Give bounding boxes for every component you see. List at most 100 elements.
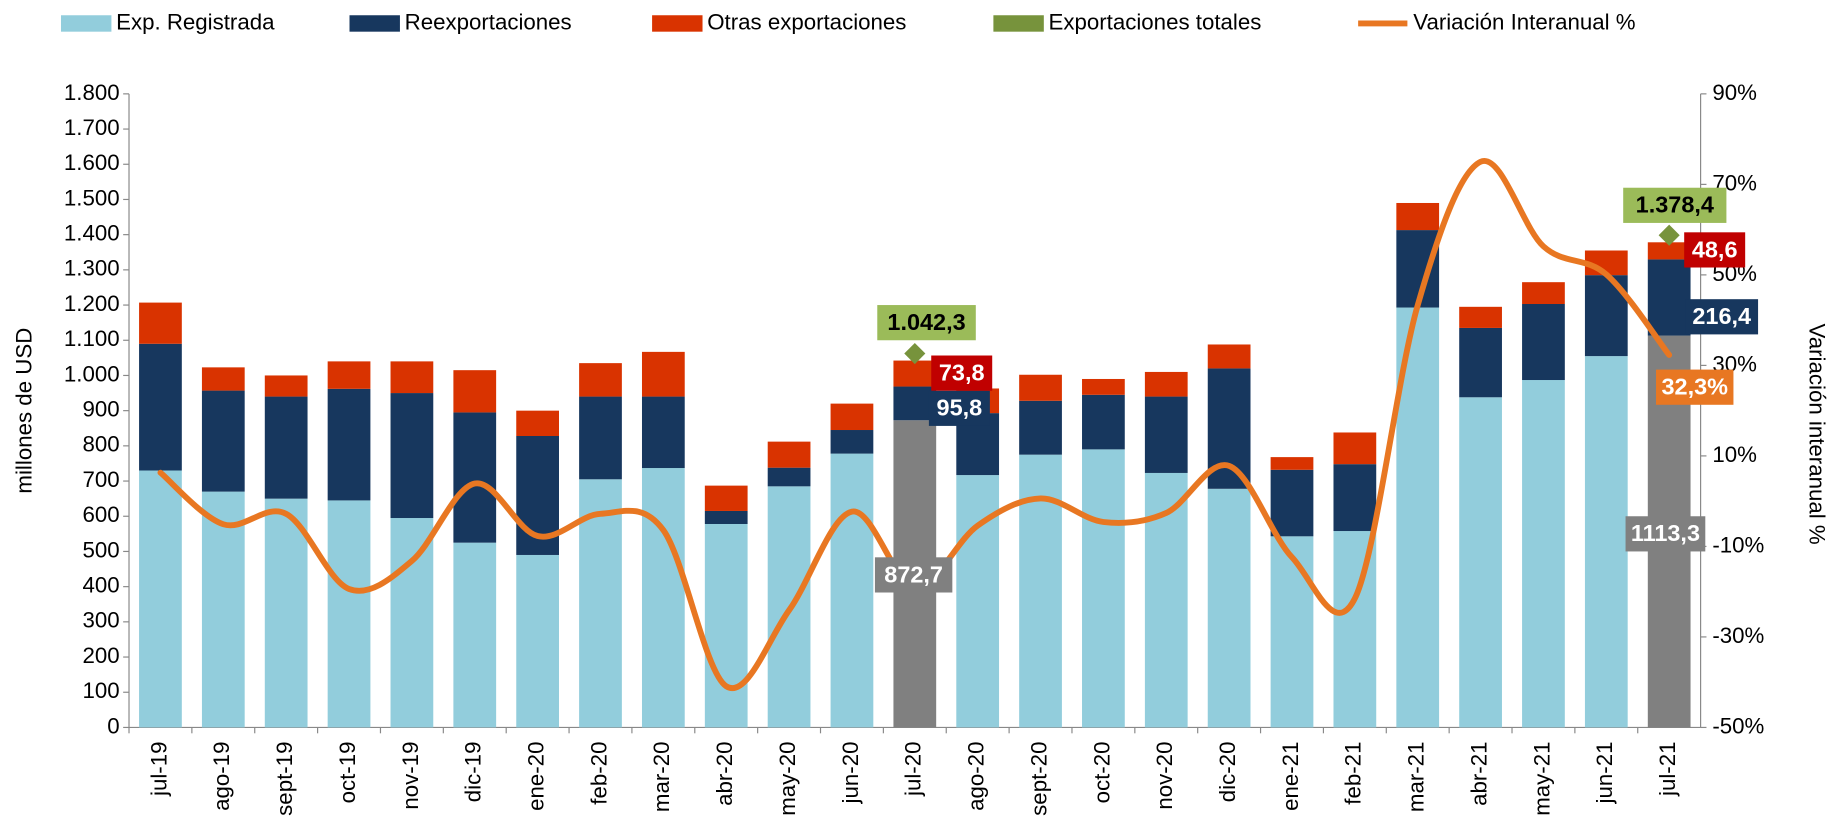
bar-segment xyxy=(704,485,748,511)
y-tick-label: 0 xyxy=(107,713,119,738)
value-label: 95,8 xyxy=(937,395,983,421)
bar-segment xyxy=(139,302,182,344)
value-label-box xyxy=(931,355,993,391)
bar-segment xyxy=(830,453,874,728)
bar-segment xyxy=(1270,469,1314,537)
legend-swatch xyxy=(60,15,112,32)
bar-segment xyxy=(1396,202,1440,231)
bar-segment xyxy=(453,412,497,543)
legend-label: Variación Interanual % xyxy=(1413,9,1635,34)
value-label: 32,3% xyxy=(1661,374,1728,400)
bar-segment xyxy=(1207,488,1251,728)
x-tick-label: nov-19 xyxy=(398,742,423,810)
legend-label: Exportaciones totales xyxy=(1049,9,1262,34)
value-label: 872,7 xyxy=(884,561,943,587)
y2-tick-label: -50% xyxy=(1712,713,1764,738)
bar-segment xyxy=(1522,282,1565,305)
x-tick-label: nov-20 xyxy=(1152,742,1177,810)
legend-swatch xyxy=(349,15,400,32)
bar-segment xyxy=(830,403,874,431)
y-tick-label: 1.700 xyxy=(64,115,120,140)
bar-segment xyxy=(1019,374,1062,401)
bar-segment xyxy=(390,518,434,728)
y-tick-label: 1.100 xyxy=(64,326,120,351)
y2-axis-title: Variación interanual % xyxy=(1805,324,1830,545)
bar-segment xyxy=(1144,371,1188,397)
y-tick-label: 900 xyxy=(82,397,119,422)
bar-segment xyxy=(327,500,371,728)
legend-swatch xyxy=(652,15,703,32)
legend-swatch xyxy=(993,15,1044,32)
value-label: 1.378,4 xyxy=(1636,192,1714,218)
bar-segment xyxy=(1396,230,1440,308)
legend-label: Otras exportaciones xyxy=(707,9,906,34)
y-tick-label: 1.600 xyxy=(64,150,120,175)
bar-segment xyxy=(579,396,622,480)
y-tick-label: 1.200 xyxy=(64,291,120,316)
x-tick-label: jul-19 xyxy=(146,742,171,797)
bar-segment xyxy=(641,351,685,397)
y2-tick-label: -30% xyxy=(1712,623,1764,648)
bar-segment xyxy=(579,363,622,397)
bar-segment xyxy=(139,343,182,471)
x-tick-label: ene-21 xyxy=(1278,742,1303,811)
bar-segment xyxy=(1207,344,1251,369)
bar-segment xyxy=(201,390,245,492)
bar-segment xyxy=(139,470,182,728)
y-tick-label: 1.000 xyxy=(64,361,120,386)
y-tick-label: 100 xyxy=(82,678,119,703)
y2-tick-label: -10% xyxy=(1712,532,1764,557)
bar-segment xyxy=(1584,356,1628,728)
y-axis-title: millones de USD xyxy=(12,328,37,494)
value-label-box xyxy=(928,390,990,426)
bar-segment xyxy=(264,396,308,499)
y-tick-label: 1.800 xyxy=(64,80,120,105)
y-tick-label: 200 xyxy=(82,643,119,668)
value-label: 73,8 xyxy=(939,359,985,385)
x-tick-label: dic-20 xyxy=(1215,742,1240,803)
bar-segment xyxy=(516,554,559,728)
bar-segment xyxy=(1082,394,1125,450)
x-tick-label: dic-19 xyxy=(461,742,486,803)
bar-segment xyxy=(893,360,937,387)
x-tick-label: oct-19 xyxy=(335,742,360,804)
value-label-box xyxy=(1656,369,1734,405)
bar-segment xyxy=(1333,464,1377,532)
bar-segment xyxy=(1459,397,1502,728)
x-tick-label: abr-21 xyxy=(1466,742,1491,806)
y-tick-label: 300 xyxy=(82,608,119,633)
total-marker xyxy=(1658,224,1680,246)
y-tick-label: 600 xyxy=(82,502,119,527)
x-tick-label: mar-20 xyxy=(649,742,674,813)
x-tick-label: sept-20 xyxy=(1026,742,1051,816)
value-label-box xyxy=(1685,299,1759,335)
bar-segment xyxy=(704,523,748,728)
bar-segment xyxy=(453,542,497,728)
x-tick-label: may-21 xyxy=(1529,742,1554,816)
bar-segment xyxy=(767,441,811,468)
value-label: 48,6 xyxy=(1692,236,1738,262)
bar-segment xyxy=(1459,327,1502,398)
y2-tick-label: 10% xyxy=(1712,442,1757,467)
bar-segment xyxy=(1019,400,1062,455)
bar-segment xyxy=(1522,380,1565,728)
bar-segment xyxy=(767,467,811,487)
x-tick-label: jun-21 xyxy=(1592,742,1617,805)
value-label-box xyxy=(1684,232,1746,268)
bar-segment xyxy=(1647,259,1691,336)
x-tick-label: feb-21 xyxy=(1341,742,1366,805)
bar-segment xyxy=(1082,449,1125,728)
y-tick-label: 400 xyxy=(82,573,119,598)
x-tick-label: may-20 xyxy=(775,742,800,816)
x-tick-label: jun-20 xyxy=(838,742,863,805)
bar-segment xyxy=(327,388,371,501)
bar-segment xyxy=(1522,304,1565,381)
legend-label: Reexportaciones xyxy=(405,9,572,34)
bar-segment xyxy=(1647,242,1691,260)
y2-tick-label: 90% xyxy=(1712,80,1757,105)
value-label-box xyxy=(1623,187,1727,223)
x-tick-label: ago-20 xyxy=(964,742,989,811)
x-tick-label: feb-20 xyxy=(586,742,611,805)
value-label: 1.042,3 xyxy=(887,309,965,335)
bar-segment xyxy=(1082,378,1125,395)
